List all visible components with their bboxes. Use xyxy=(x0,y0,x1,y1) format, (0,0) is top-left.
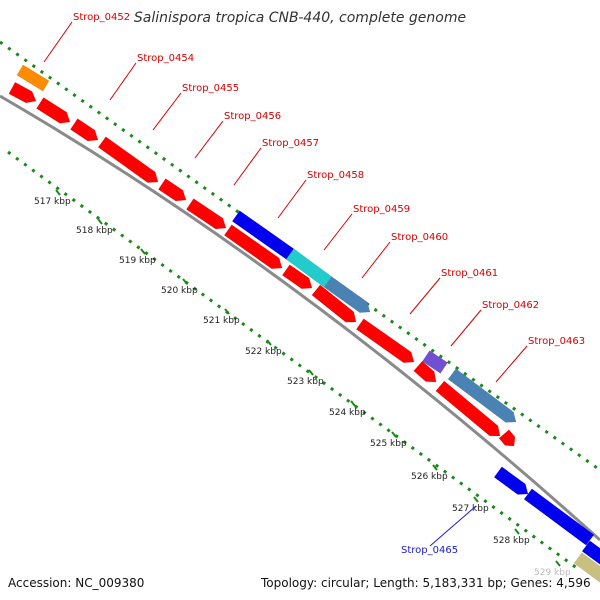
gene-label-leader xyxy=(495,345,528,383)
tick-label: 525 kbp xyxy=(370,439,407,449)
tick-label: 517 kbp xyxy=(34,197,71,207)
gene-label: Strop_0462 xyxy=(482,300,539,311)
gene-label: Strop_0454 xyxy=(137,53,194,64)
tick-mark xyxy=(391,431,397,438)
tick-label: 520 kbp xyxy=(161,286,198,296)
gene-label-leader xyxy=(194,120,224,159)
gene-label-leader xyxy=(323,213,353,251)
genome-backbone-line xyxy=(0,94,600,542)
tick-mark xyxy=(266,339,272,346)
tick-marks: 517 kbp 518 kbp 519 kbp 520 kbp 521 kbp 522 k… xyxy=(34,189,571,578)
gene-feature-orange xyxy=(16,64,50,92)
gene-feature-cds xyxy=(355,318,415,363)
gene-label: Strop_0460 xyxy=(391,232,448,243)
gene-label: Strop_0455 xyxy=(182,83,239,94)
gene-label: Strop_0461 xyxy=(441,268,498,279)
gene-label-leader xyxy=(109,62,137,101)
gene-feature-cds xyxy=(498,429,516,447)
gene-feature-blue xyxy=(581,540,600,565)
gene-feature-cds xyxy=(413,360,437,383)
gene-label: Strop_0456 xyxy=(224,111,281,122)
gene-label-leader xyxy=(361,241,391,279)
tick-label: 524 kbp xyxy=(329,408,366,418)
outer-gc-track xyxy=(0,40,600,472)
inner-gc-track xyxy=(7,150,583,570)
tick-label: 522 kbp xyxy=(245,347,282,357)
tick-mark xyxy=(224,308,230,315)
gene-label-leader xyxy=(409,277,441,315)
gene-feature-cds xyxy=(8,81,37,104)
gene-labels: Strop_0452 Strop_0454 Strop_0455 Strop_0456… xyxy=(43,12,585,556)
gene-label-leader xyxy=(429,505,477,547)
tick-mark xyxy=(97,218,103,225)
gene-label: Strop_0465 xyxy=(401,545,458,556)
gene-label-leader xyxy=(233,147,262,186)
gene-label-leader xyxy=(43,21,73,63)
gene-label: Strop_0458 xyxy=(307,170,364,181)
tick-mark xyxy=(140,248,146,255)
tick-mark xyxy=(55,189,61,196)
tick-mark xyxy=(308,369,314,376)
gene-label: Strop_0452 xyxy=(73,12,130,23)
gene-feature-khaki xyxy=(573,552,600,583)
map-title: Salinispora tropica CNB-440, complete ge… xyxy=(133,10,467,26)
tick-label: 529 kbp xyxy=(534,568,571,578)
gene-feature-cds xyxy=(97,136,159,183)
tick-mark xyxy=(473,496,479,503)
gene-feature-blue xyxy=(523,488,595,546)
tick-mark xyxy=(432,464,438,471)
gene-feature-cds xyxy=(186,198,227,230)
gene-feature-cds xyxy=(158,178,187,202)
tick-mark xyxy=(350,400,356,407)
tick-label: 518 kbp xyxy=(76,226,113,236)
gene-feature-cds xyxy=(311,284,357,323)
gene-label: Strop_0457 xyxy=(262,138,319,149)
tick-mark xyxy=(182,278,188,285)
gene-label-leader xyxy=(152,92,182,131)
gene-feature-cds xyxy=(70,118,99,142)
gene-feature-cds xyxy=(435,380,501,437)
gene-label: Strop_0459 xyxy=(353,204,410,215)
tick-label: 519 kbp xyxy=(119,256,156,266)
tick-mark xyxy=(555,560,561,567)
gene-feature-steel xyxy=(323,276,371,313)
gene-label-leader xyxy=(277,179,307,219)
accession-text: Accession: NC_009380 xyxy=(8,576,145,590)
gene-feature-blue xyxy=(231,210,295,260)
gene-feature-cds xyxy=(281,264,313,290)
gene-feature-purple xyxy=(422,350,448,374)
gene-feature-steel xyxy=(447,368,517,423)
gene-feature-blue xyxy=(493,466,529,495)
tick-label: 521 kbp xyxy=(203,316,240,326)
tick-label: 527 kbp xyxy=(452,504,489,514)
gene-feature-cds xyxy=(36,97,71,124)
tick-label: 523 kbp xyxy=(287,377,324,387)
tick-label: 526 kbp xyxy=(411,472,448,482)
gene-features xyxy=(8,64,600,583)
gene-feature-cds xyxy=(223,224,283,269)
gene-label: Strop_0463 xyxy=(528,336,585,347)
tick-label: 528 kbp xyxy=(493,536,530,546)
topology-summary: Topology: circular; Length: 5,183,331 bp… xyxy=(261,576,591,590)
tick-mark xyxy=(514,528,520,535)
gene-label-leader xyxy=(450,309,482,347)
